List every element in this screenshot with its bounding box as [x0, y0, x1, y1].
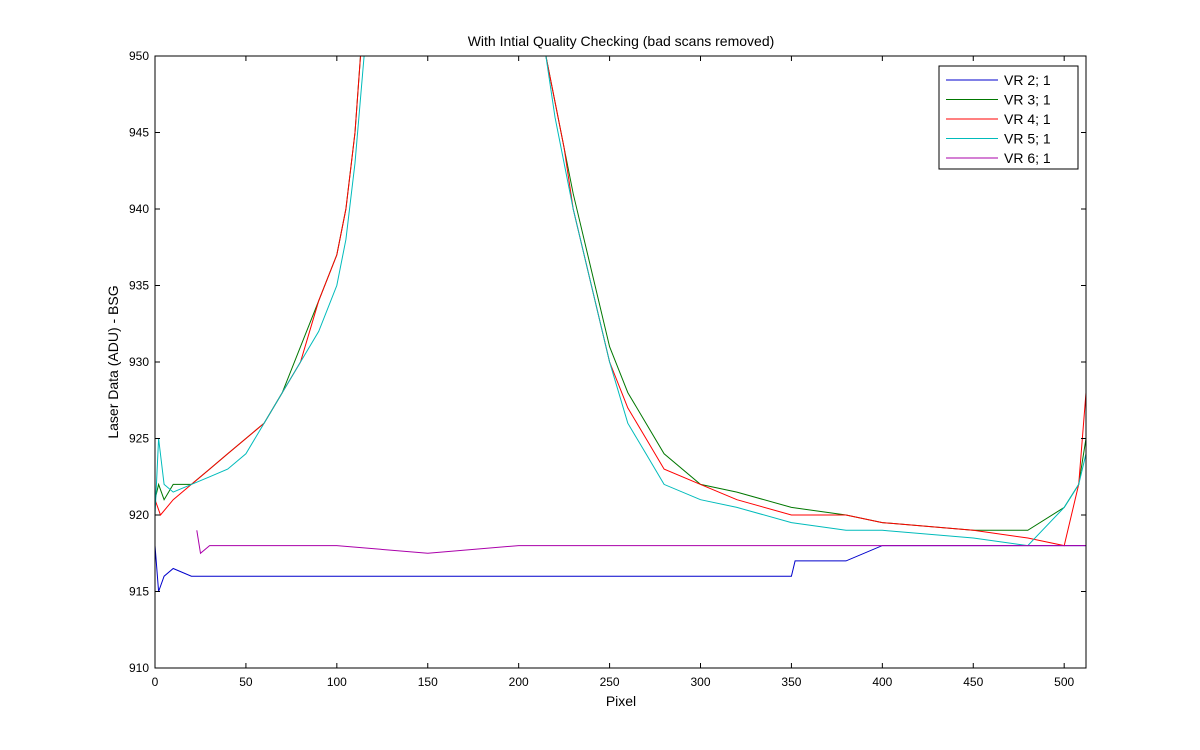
x-tick-label: 0: [152, 675, 159, 689]
x-tick-label: 100: [327, 675, 347, 689]
y-tick-label: 950: [129, 49, 149, 63]
y-tick-label: 920: [129, 508, 149, 522]
y-tick-label: 910: [129, 661, 149, 675]
legend-label: VR 3; 1: [1004, 92, 1051, 108]
series-line-4: [155, 56, 1086, 547]
series-line-1: [155, 545, 1086, 592]
series-line-5: [196, 530, 1086, 555]
series-layer: [155, 56, 1086, 592]
x-tick-label: 500: [1054, 675, 1074, 689]
legend-label: VR 2; 1: [1004, 72, 1051, 88]
legend-label: VR 6; 1: [1004, 150, 1051, 166]
x-axis: 0 50 100 150 200 250 300 350 400 450 500: [152, 56, 1075, 689]
x-tick-label: 400: [872, 675, 892, 689]
x-tick-label: 150: [418, 675, 438, 689]
x-tick-label: 450: [963, 675, 983, 689]
y-tick-label: 945: [129, 126, 149, 140]
y-axis: 910 915 920 925 930 935 940 945 950: [129, 49, 1086, 675]
x-tick-label: 350: [781, 675, 801, 689]
legend-box: [938, 65, 1079, 170]
x-axis-label: Pixel: [606, 693, 636, 709]
y-axis-label: Laser Data (ADU) - BSG: [105, 285, 121, 438]
x-tick-label: 250: [600, 675, 620, 689]
legend: VR 2; 1 VR 3; 1 VR 4; 1 VR 5; 1 VR 6; 1: [938, 65, 1079, 170]
series-line-3: [155, 56, 1086, 547]
y-tick-label: 930: [129, 355, 149, 369]
y-tick-label: 940: [129, 202, 149, 216]
legend-label: VR 4; 1: [1004, 111, 1051, 127]
x-tick-label: 300: [690, 675, 710, 689]
chart-title: With Intial Quality Checking (bad scans …: [468, 33, 775, 49]
x-tick-label: 200: [509, 675, 529, 689]
y-tick-label: 915: [129, 585, 149, 599]
y-tick-label: 925: [129, 432, 149, 446]
y-tick-label: 935: [129, 279, 149, 293]
x-tick-label: 50: [239, 675, 253, 689]
legend-label: VR 5; 1: [1004, 131, 1051, 147]
